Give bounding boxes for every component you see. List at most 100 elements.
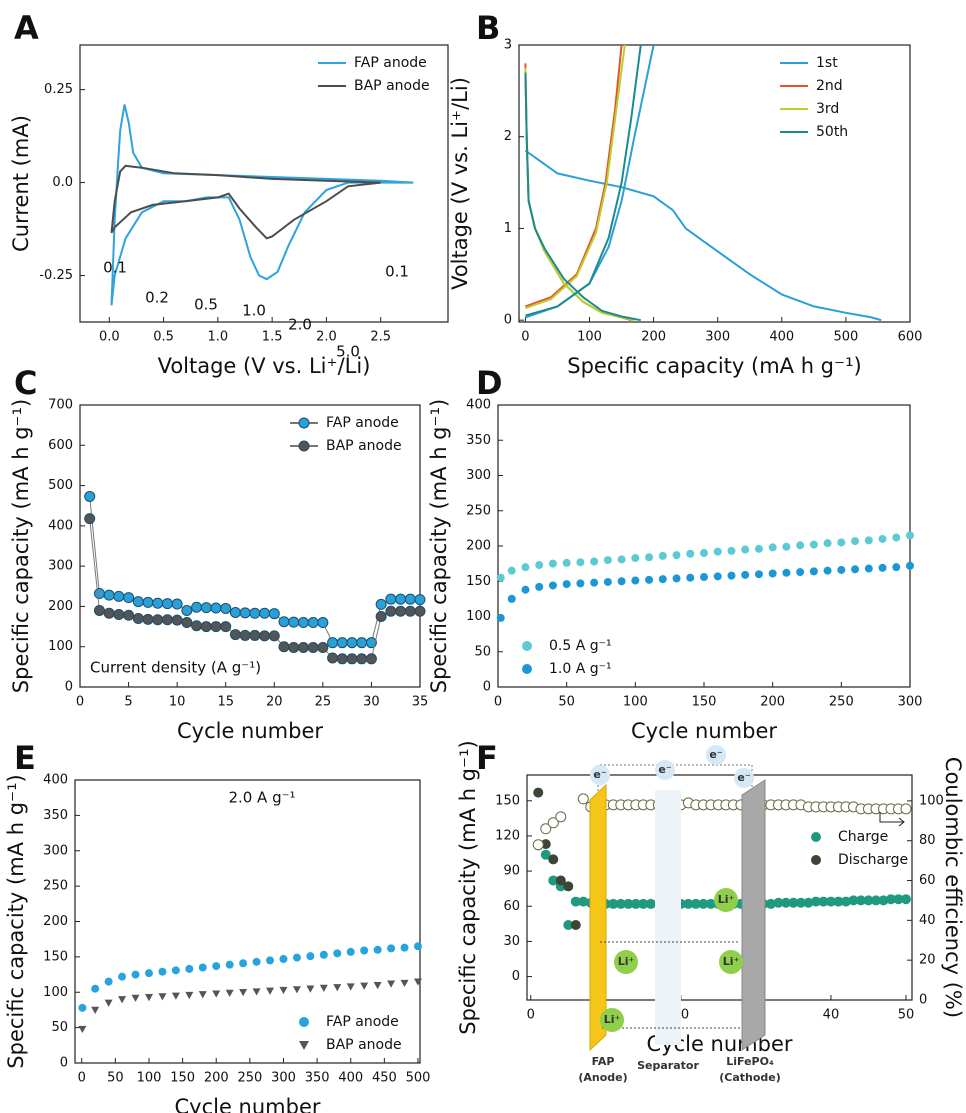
- data-point: [373, 945, 382, 954]
- data-point: [144, 994, 153, 1002]
- data-point: [360, 982, 369, 990]
- data-point: [507, 566, 516, 575]
- data-point: [225, 989, 234, 997]
- data-point: [118, 972, 127, 981]
- data-point: [658, 551, 667, 560]
- data-point: [239, 959, 248, 968]
- panel-letter: E: [14, 739, 36, 777]
- data-point: [132, 596, 144, 608]
- data-point: [878, 534, 887, 543]
- y-tick-label: -0.25: [39, 268, 73, 283]
- legend-label: BAP anode: [354, 78, 430, 94]
- data-point: [906, 561, 914, 570]
- x-axis-title: Specific capacity (mA h g⁻¹): [567, 354, 861, 378]
- data-point: [727, 546, 736, 555]
- series-line: [110, 104, 414, 306]
- legend-label: Discharge: [838, 852, 908, 868]
- data-point: [863, 895, 874, 906]
- x-tick-label: 500: [406, 1071, 431, 1086]
- ion-icon: [600, 1008, 624, 1032]
- data-point: [103, 589, 115, 601]
- data-point: [548, 854, 559, 865]
- data-point: [266, 987, 275, 995]
- data-point: [78, 1003, 87, 1012]
- x-tick-label: 250: [829, 695, 854, 710]
- data-point: [535, 561, 544, 570]
- data-point: [590, 578, 599, 587]
- data-point: [279, 954, 288, 963]
- data-point: [630, 898, 641, 909]
- panel-letter: A: [14, 9, 39, 47]
- x-tick-label: 300: [898, 695, 923, 710]
- data-point: [225, 960, 234, 969]
- y-axis-title: Specific capacity (mA h g⁻¹): [456, 740, 480, 1034]
- data-point: [645, 553, 654, 562]
- data-point: [142, 613, 154, 625]
- data-point: [319, 984, 328, 993]
- ion-icon: [719, 950, 743, 974]
- data-point: [615, 898, 626, 909]
- y-tick-label: 600: [48, 438, 73, 453]
- data-point: [782, 568, 791, 577]
- data-point: [672, 574, 681, 583]
- cathode-plate: [741, 779, 766, 1051]
- y-tick-label: 50: [474, 644, 491, 659]
- electron-label: e⁻: [737, 771, 750, 784]
- data-point: [200, 602, 212, 614]
- data-point: [268, 630, 280, 642]
- panel-letter: F: [476, 739, 498, 777]
- data-point: [113, 608, 125, 620]
- y2-tick-label: 60: [919, 873, 936, 888]
- y-tick-label: 200: [48, 599, 73, 614]
- data-point: [404, 593, 416, 605]
- data-point: [796, 568, 805, 577]
- x-tick-label: 300: [705, 330, 730, 345]
- data-point: [292, 953, 301, 962]
- data-point: [603, 577, 612, 586]
- data-point: [855, 895, 866, 906]
- electron-icon: [734, 768, 754, 788]
- data-point: [788, 897, 799, 908]
- y-tick-label: 200: [466, 539, 491, 554]
- legend-swatch: [522, 664, 532, 674]
- data-point: [346, 653, 358, 665]
- data-point: [210, 602, 222, 614]
- y-tick-label: 100: [466, 609, 491, 624]
- electron-icon: [655, 760, 675, 780]
- data-point: [878, 563, 887, 572]
- x-tick-label: 200: [641, 330, 666, 345]
- panel-letter: D: [476, 364, 503, 402]
- data-point: [210, 621, 222, 633]
- data-point: [292, 986, 301, 994]
- legend-label: 1.0 A g⁻¹: [549, 661, 612, 677]
- legend-swatch: [298, 417, 310, 429]
- x-tick-label: 0: [494, 695, 502, 710]
- data-point: [161, 598, 173, 610]
- x-tick-label: 2.0: [316, 330, 337, 345]
- data-point: [278, 616, 290, 628]
- plot-frame: [79, 404, 421, 688]
- data-point: [229, 606, 241, 618]
- data-point: [158, 993, 167, 1001]
- electron-label: e⁻: [658, 763, 671, 776]
- plot-frame: [526, 774, 913, 1001]
- data-point: [200, 621, 212, 633]
- data-point: [892, 533, 901, 542]
- data-point: [185, 964, 194, 973]
- data-point: [540, 823, 552, 835]
- x-tick-label: 50: [107, 1071, 124, 1086]
- x-tick-label: 2.5: [370, 330, 391, 345]
- data-point: [113, 590, 125, 602]
- x-tick-label: 50: [898, 1008, 915, 1023]
- data-point: [198, 991, 207, 999]
- data-point: [132, 613, 144, 625]
- y-tick-label: 0: [512, 969, 520, 984]
- data-point: [547, 817, 559, 829]
- x-tick-label: 150: [170, 1071, 195, 1086]
- data-point: [773, 897, 784, 908]
- data-point: [833, 896, 844, 907]
- data-point: [851, 565, 860, 574]
- data-point: [93, 604, 105, 616]
- y-tick-label: 200: [43, 914, 68, 929]
- data-point: [864, 564, 873, 573]
